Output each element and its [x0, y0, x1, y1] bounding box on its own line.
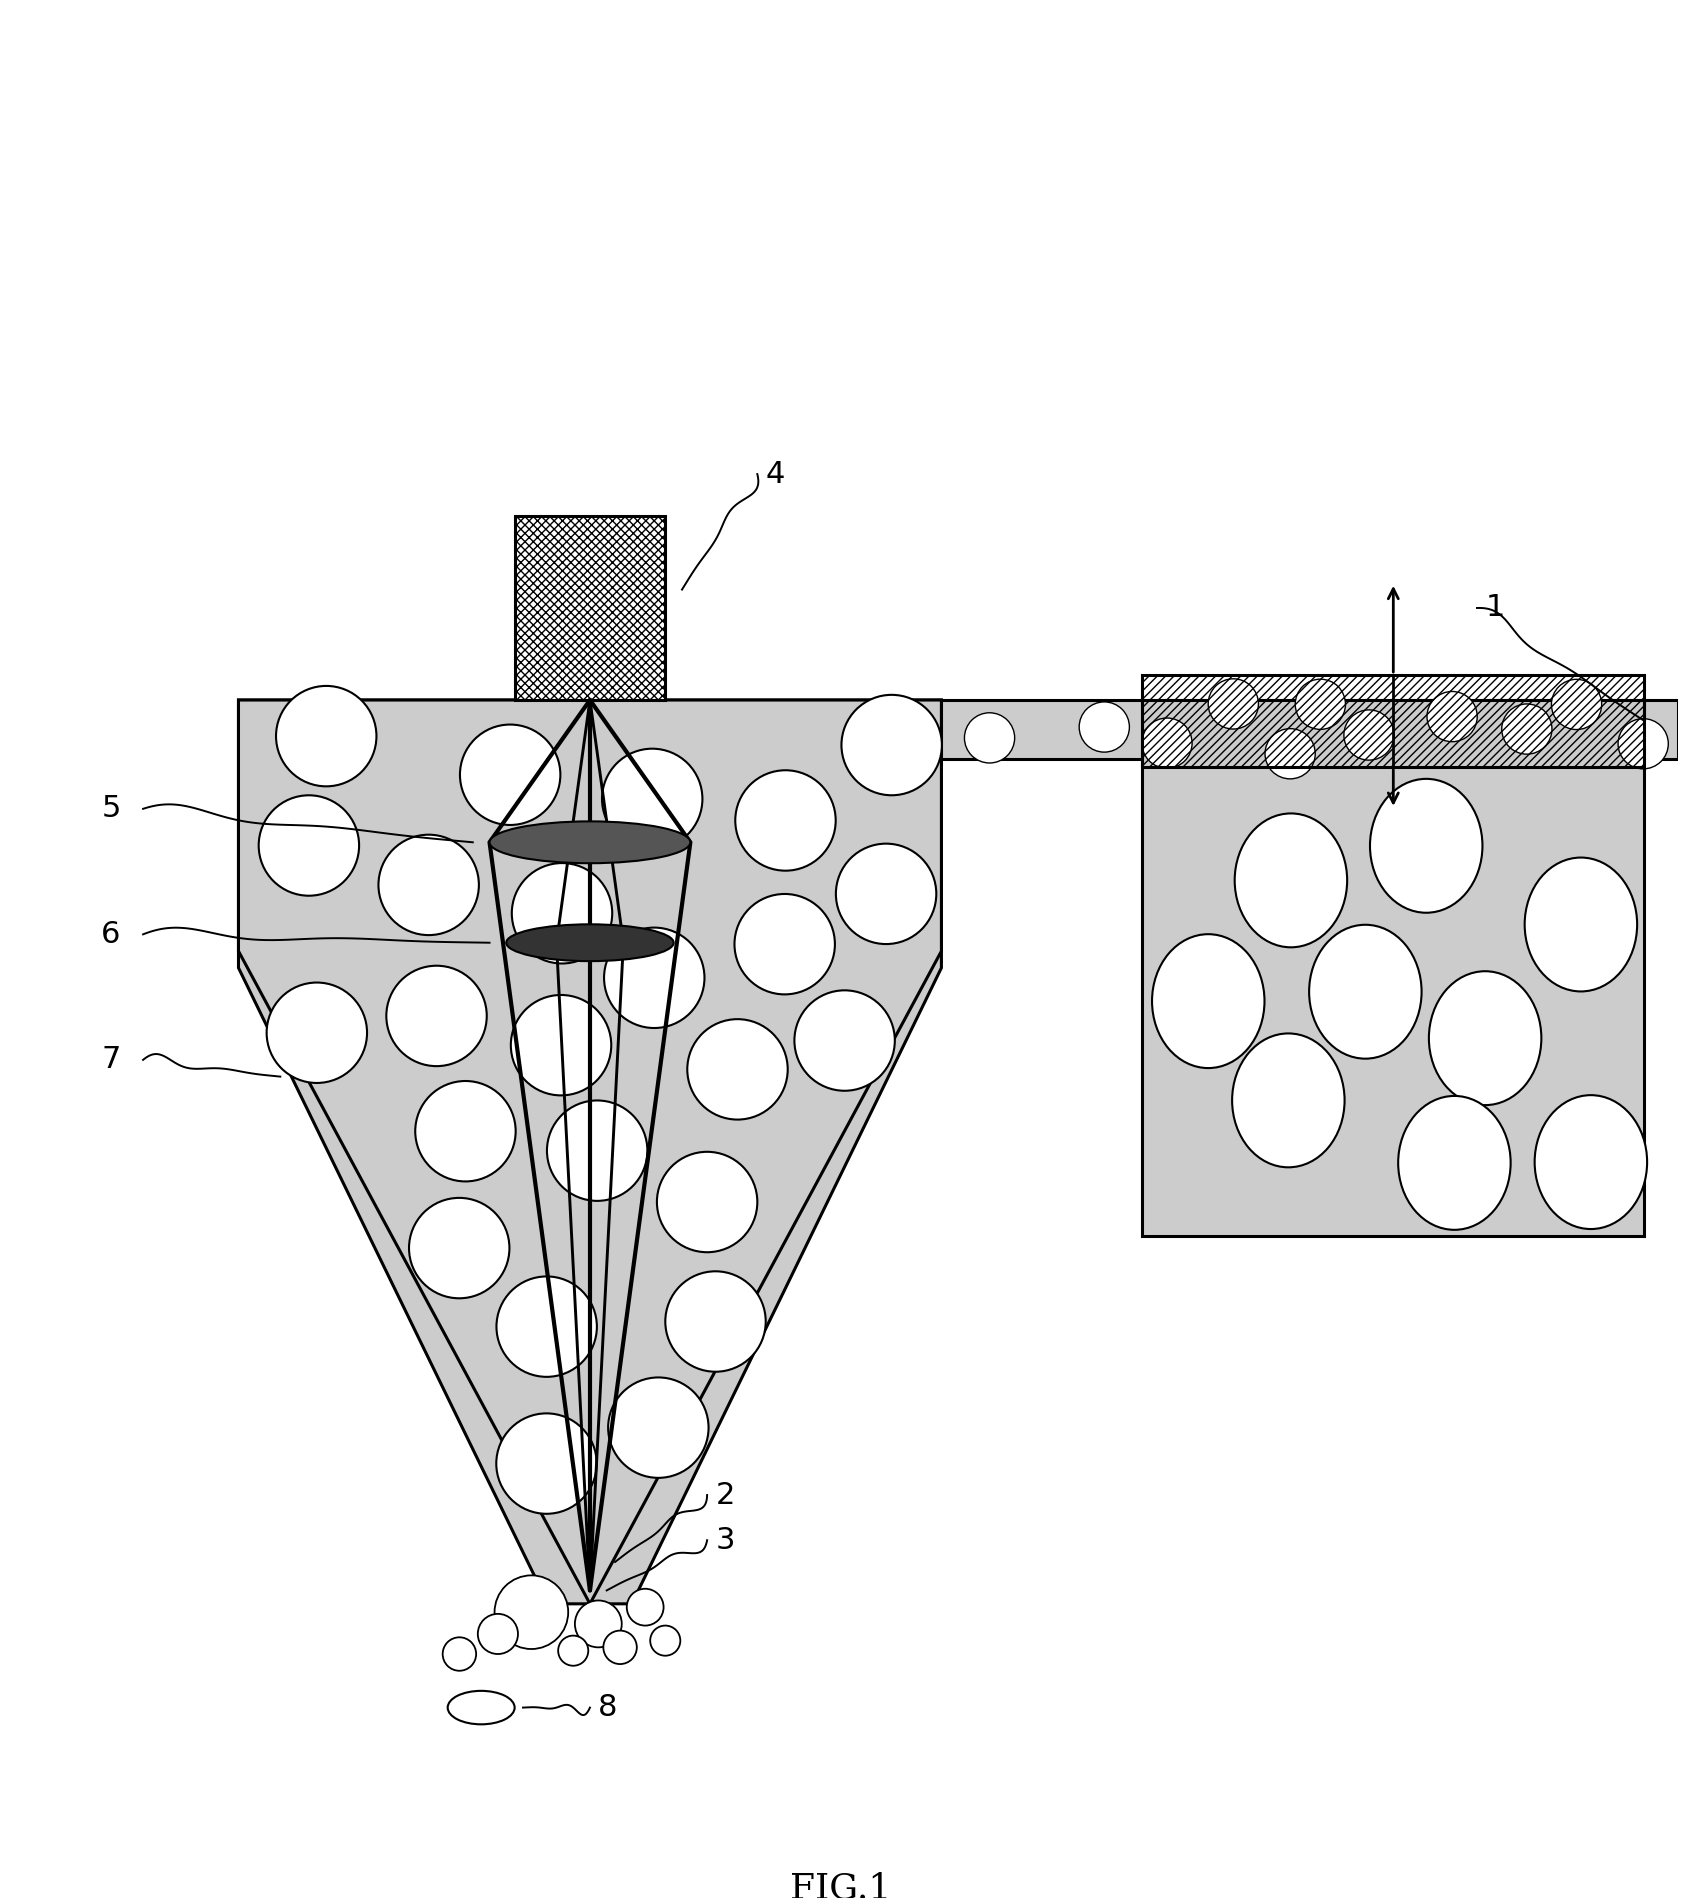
Circle shape [1080, 702, 1129, 752]
Circle shape [1618, 719, 1669, 769]
Text: FIG.1: FIG.1 [791, 1871, 891, 1898]
Polygon shape [1142, 700, 1645, 1236]
Text: 3: 3 [715, 1526, 735, 1554]
Text: 7: 7 [101, 1046, 121, 1074]
Circle shape [409, 1198, 510, 1298]
Circle shape [1295, 679, 1346, 729]
Circle shape [602, 748, 703, 848]
Ellipse shape [1398, 1095, 1510, 1230]
Text: 1: 1 [1485, 594, 1505, 623]
Circle shape [387, 966, 486, 1067]
Circle shape [1142, 717, 1193, 769]
Circle shape [459, 725, 560, 826]
Circle shape [964, 714, 1014, 763]
Circle shape [658, 1152, 757, 1253]
Circle shape [511, 995, 611, 1095]
Circle shape [276, 685, 377, 786]
Ellipse shape [1369, 778, 1482, 913]
Circle shape [378, 835, 479, 936]
Text: 2: 2 [715, 1480, 735, 1509]
Text: 6: 6 [101, 921, 121, 949]
Circle shape [604, 1630, 637, 1665]
Ellipse shape [447, 1691, 515, 1723]
Circle shape [558, 1636, 589, 1666]
Ellipse shape [1233, 1033, 1344, 1167]
Polygon shape [239, 700, 942, 1604]
Circle shape [267, 983, 367, 1084]
Circle shape [604, 928, 705, 1029]
Circle shape [1551, 679, 1601, 729]
Ellipse shape [489, 822, 690, 864]
Polygon shape [942, 700, 1679, 759]
Circle shape [666, 1272, 765, 1372]
Text: 8: 8 [599, 1693, 617, 1721]
Ellipse shape [506, 924, 673, 960]
Ellipse shape [1152, 934, 1265, 1069]
Circle shape [735, 771, 836, 871]
Circle shape [1344, 710, 1394, 759]
Ellipse shape [1309, 924, 1421, 1059]
Circle shape [511, 864, 612, 964]
Ellipse shape [1235, 814, 1347, 947]
Circle shape [627, 1589, 664, 1625]
Circle shape [1502, 704, 1552, 754]
Ellipse shape [1524, 858, 1637, 991]
Text: 5: 5 [101, 795, 121, 824]
Circle shape [1426, 691, 1477, 742]
Circle shape [836, 843, 937, 943]
Text: 4: 4 [765, 459, 785, 488]
Circle shape [415, 1082, 516, 1181]
Ellipse shape [1430, 972, 1541, 1105]
Circle shape [609, 1378, 708, 1479]
Circle shape [547, 1101, 648, 1201]
Circle shape [575, 1600, 622, 1647]
Circle shape [735, 894, 834, 995]
Ellipse shape [1534, 1095, 1647, 1230]
Circle shape [496, 1414, 597, 1515]
Polygon shape [515, 516, 666, 700]
Circle shape [688, 1019, 787, 1120]
Circle shape [841, 695, 942, 795]
Circle shape [496, 1277, 597, 1376]
Circle shape [1208, 679, 1258, 729]
Circle shape [1265, 729, 1315, 778]
Circle shape [794, 991, 895, 1091]
Circle shape [259, 795, 358, 896]
Circle shape [478, 1613, 518, 1653]
Polygon shape [239, 700, 942, 1604]
Circle shape [495, 1575, 569, 1649]
Circle shape [442, 1638, 476, 1670]
Circle shape [651, 1625, 680, 1655]
